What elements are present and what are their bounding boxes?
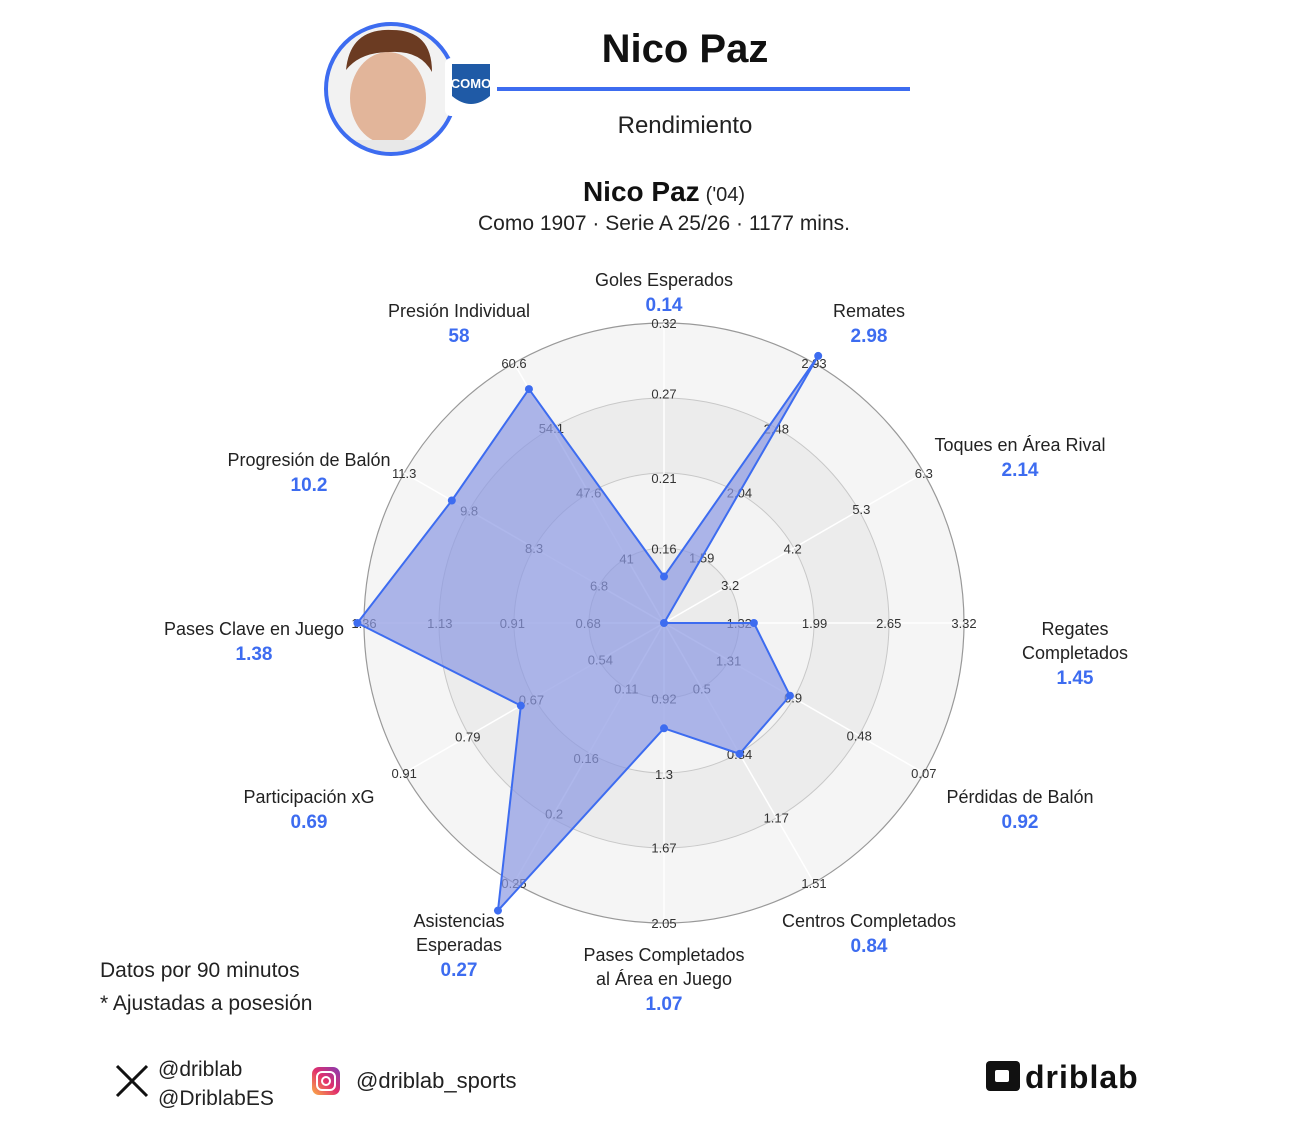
radar: 0.160.210.270.321.592.042.482.933.24.25.…	[164, 270, 1128, 1015]
tick-label: 2.05	[651, 916, 676, 931]
axis-label: Regates	[1041, 619, 1108, 639]
axis-value: 1.07	[646, 994, 683, 1015]
axis-value: 2.14	[1002, 460, 1039, 481]
tick-label: 1.3	[655, 767, 673, 782]
player-name: Nico Paz	[583, 176, 700, 207]
player-photo: COMO	[324, 22, 497, 156]
x-icon	[115, 1064, 149, 1098]
radar-point	[660, 572, 668, 581]
axis-label: Remates	[833, 301, 905, 321]
radar-point	[660, 724, 668, 733]
radar-point	[516, 701, 525, 710]
note: * Ajustadas a posesión	[100, 992, 312, 1015]
axis-value: 0.92	[1002, 812, 1039, 833]
logo-text: driblab	[1025, 1059, 1139, 1095]
axis-value: 1.45	[1057, 668, 1094, 689]
radar-point	[814, 351, 823, 360]
axis-line	[663, 472, 925, 624]
player-info: Como 1907 · Serie A 25/26 · 1177 mins.	[478, 212, 850, 235]
axis-label: Presión Individual	[388, 301, 530, 321]
axis-label: Asistencias	[413, 911, 504, 931]
tick-label: 3.2	[721, 578, 739, 593]
radar-point	[660, 619, 668, 627]
radar-point	[735, 749, 744, 758]
tick-label: 1.99	[802, 616, 827, 631]
axis-value: 2.98	[851, 326, 888, 347]
tick-label: 0.32	[651, 316, 676, 331]
axis-label: Participación xG	[243, 787, 374, 807]
tick-label: 0.48	[847, 729, 872, 744]
tick-label: 6.3	[915, 466, 933, 481]
tick-label: 1.67	[651, 841, 676, 856]
axis-label: Pases Clave en Juego	[164, 619, 344, 639]
tick-label: 0.79	[455, 729, 480, 744]
tick-label: 1.51	[801, 876, 826, 891]
tick-label: 2.65	[876, 616, 901, 631]
axis-label: Completados	[1022, 643, 1128, 663]
x-handle: @driblab	[158, 1058, 242, 1081]
player-heading: Nico Paz ('04)	[583, 176, 745, 207]
subtitle: Rendimiento	[618, 112, 753, 139]
axis-value: 58	[448, 326, 469, 347]
tick-label: 3.32	[951, 616, 976, 631]
instagram-handle: @driblab_sports	[356, 1068, 517, 1093]
x-handle: @DriblabES	[158, 1087, 274, 1110]
tick-label: 1.17	[764, 810, 789, 825]
axis-label: Pases Completados	[583, 945, 744, 965]
axis-value: 0.14	[646, 295, 683, 316]
title: Nico Paz	[602, 27, 769, 71]
tick-label: 0.21	[651, 471, 676, 486]
logo: driblab	[986, 1059, 1139, 1095]
axis-label: Centros Completados	[782, 911, 956, 931]
axis-value: 0.27	[441, 960, 478, 981]
svg-text:COMO: COMO	[451, 76, 491, 91]
axis-label: Goles Esperados	[595, 270, 733, 290]
radar-point	[524, 385, 533, 394]
axis-label: Pérdidas de Balón	[946, 787, 1093, 807]
tick-label: 60.6	[501, 356, 526, 371]
axis-label: Esperadas	[416, 935, 502, 955]
note: Datos por 90 minutos	[100, 959, 300, 982]
tick-label: 0.91	[392, 766, 417, 781]
tick-label: 4.2	[784, 542, 802, 557]
radar-point	[785, 691, 794, 700]
axis-label: al Área en Juego	[596, 969, 732, 989]
instagram-icon	[312, 1067, 340, 1095]
axis-value: 1.38	[236, 644, 273, 665]
axis-value: 10.2	[291, 475, 328, 496]
axis-label: Toques en Área Rival	[934, 435, 1105, 455]
tick-label: 0.27	[651, 386, 676, 401]
tick-label: 11.3	[392, 466, 416, 481]
radar-point	[493, 906, 502, 915]
axis-label: Progresión de Balón	[227, 450, 390, 470]
tick-label: 0.07	[911, 766, 936, 781]
tick-label: 0.16	[651, 541, 676, 556]
radar-point	[353, 619, 362, 627]
radar-point	[749, 619, 758, 627]
tick-label: 5.3	[852, 502, 870, 517]
axis-value: 0.69	[291, 812, 328, 833]
axis-value: 0.84	[851, 936, 888, 957]
player-born: ('04)	[706, 184, 745, 206]
radar-point	[447, 496, 456, 505]
